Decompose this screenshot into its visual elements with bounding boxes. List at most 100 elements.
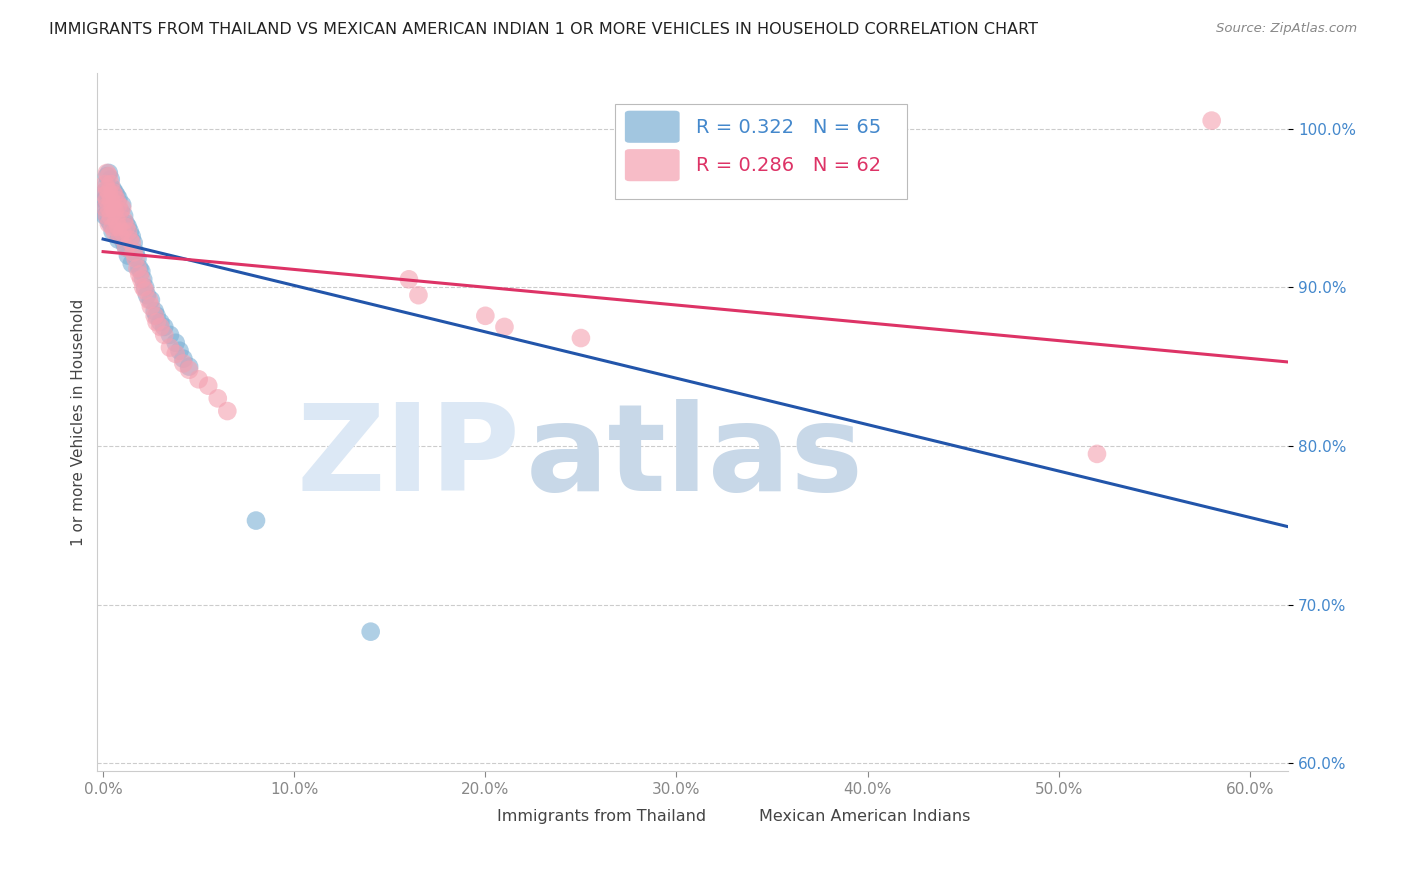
Point xyxy=(153,320,176,334)
Point xyxy=(128,261,150,276)
Point xyxy=(165,335,187,350)
Point xyxy=(143,304,166,318)
Circle shape xyxy=(720,808,749,825)
Point xyxy=(1085,447,1108,461)
Point xyxy=(94,188,117,202)
Point xyxy=(96,209,118,223)
Point xyxy=(818,169,841,183)
Point xyxy=(124,245,146,260)
Point xyxy=(110,229,132,244)
Point xyxy=(94,209,117,223)
Point xyxy=(107,209,129,223)
Point xyxy=(100,193,122,207)
Point xyxy=(100,177,122,191)
Point xyxy=(110,229,132,244)
Point xyxy=(172,351,194,366)
Point xyxy=(100,217,122,231)
Point xyxy=(408,288,430,302)
Point xyxy=(159,341,181,355)
Point xyxy=(117,248,139,262)
Point xyxy=(103,198,125,212)
Point xyxy=(136,288,159,302)
Point xyxy=(101,201,124,215)
Point xyxy=(96,177,118,191)
Point xyxy=(145,309,167,323)
Point xyxy=(149,320,172,334)
Point xyxy=(96,209,118,223)
Point xyxy=(187,372,209,386)
Point xyxy=(131,264,153,278)
Point xyxy=(121,235,143,250)
Point xyxy=(105,213,128,227)
Point xyxy=(569,331,592,345)
Text: Mexican American Indians: Mexican American Indians xyxy=(759,809,970,824)
Point xyxy=(100,201,122,215)
FancyBboxPatch shape xyxy=(624,111,679,143)
Point xyxy=(112,213,135,227)
Point xyxy=(100,172,122,186)
Point xyxy=(96,182,118,196)
Text: R = 0.322   N = 65: R = 0.322 N = 65 xyxy=(696,118,882,137)
Point xyxy=(207,392,229,406)
Point xyxy=(96,169,118,183)
Point xyxy=(94,177,117,191)
FancyBboxPatch shape xyxy=(616,104,907,199)
Point xyxy=(96,193,118,207)
Point xyxy=(111,201,134,215)
Point xyxy=(217,404,239,418)
Point xyxy=(197,378,219,392)
Point xyxy=(97,185,120,199)
Circle shape xyxy=(458,808,486,825)
Point xyxy=(111,198,134,212)
Text: IMMIGRANTS FROM THAILAND VS MEXICAN AMERICAN INDIAN 1 OR MORE VEHICLES IN HOUSEH: IMMIGRANTS FROM THAILAND VS MEXICAN AMER… xyxy=(49,22,1038,37)
Point xyxy=(103,217,125,231)
Point xyxy=(172,356,194,370)
Point xyxy=(101,225,124,239)
Text: Source: ZipAtlas.com: Source: ZipAtlas.com xyxy=(1216,22,1357,36)
Point xyxy=(177,359,200,374)
Point xyxy=(107,198,129,212)
Text: Immigrants from Thailand: Immigrants from Thailand xyxy=(498,809,707,824)
Y-axis label: 1 or more Vehicles in Household: 1 or more Vehicles in Household xyxy=(72,299,86,546)
Point xyxy=(149,315,172,329)
Point xyxy=(165,347,187,361)
Point xyxy=(107,191,129,205)
Point xyxy=(107,219,129,234)
Point xyxy=(100,193,122,207)
Point xyxy=(494,320,516,334)
Point xyxy=(105,193,128,207)
Point xyxy=(103,204,125,219)
Point xyxy=(121,256,143,270)
Point xyxy=(128,268,150,282)
Point xyxy=(131,272,153,286)
Point xyxy=(101,193,124,207)
Point xyxy=(97,169,120,183)
Point xyxy=(139,299,162,313)
Point xyxy=(97,166,120,180)
Point xyxy=(110,204,132,219)
Point xyxy=(115,241,138,255)
Point xyxy=(143,309,166,323)
Point xyxy=(132,272,155,286)
Point xyxy=(97,204,120,219)
Point xyxy=(145,315,167,329)
Point xyxy=(118,225,141,239)
Point xyxy=(96,166,118,180)
Point xyxy=(100,209,122,223)
Point xyxy=(97,185,120,199)
Point xyxy=(127,261,149,276)
Point xyxy=(169,343,191,358)
Point xyxy=(115,241,138,255)
Point xyxy=(153,327,176,342)
Point xyxy=(360,624,382,639)
Point xyxy=(94,201,117,215)
Point xyxy=(132,280,155,294)
Point xyxy=(96,198,118,212)
Point xyxy=(111,225,134,239)
Point xyxy=(134,284,156,298)
Point xyxy=(97,193,120,207)
Point xyxy=(112,235,135,250)
Point xyxy=(122,235,145,250)
Text: atlas: atlas xyxy=(526,399,865,516)
Point xyxy=(101,204,124,219)
